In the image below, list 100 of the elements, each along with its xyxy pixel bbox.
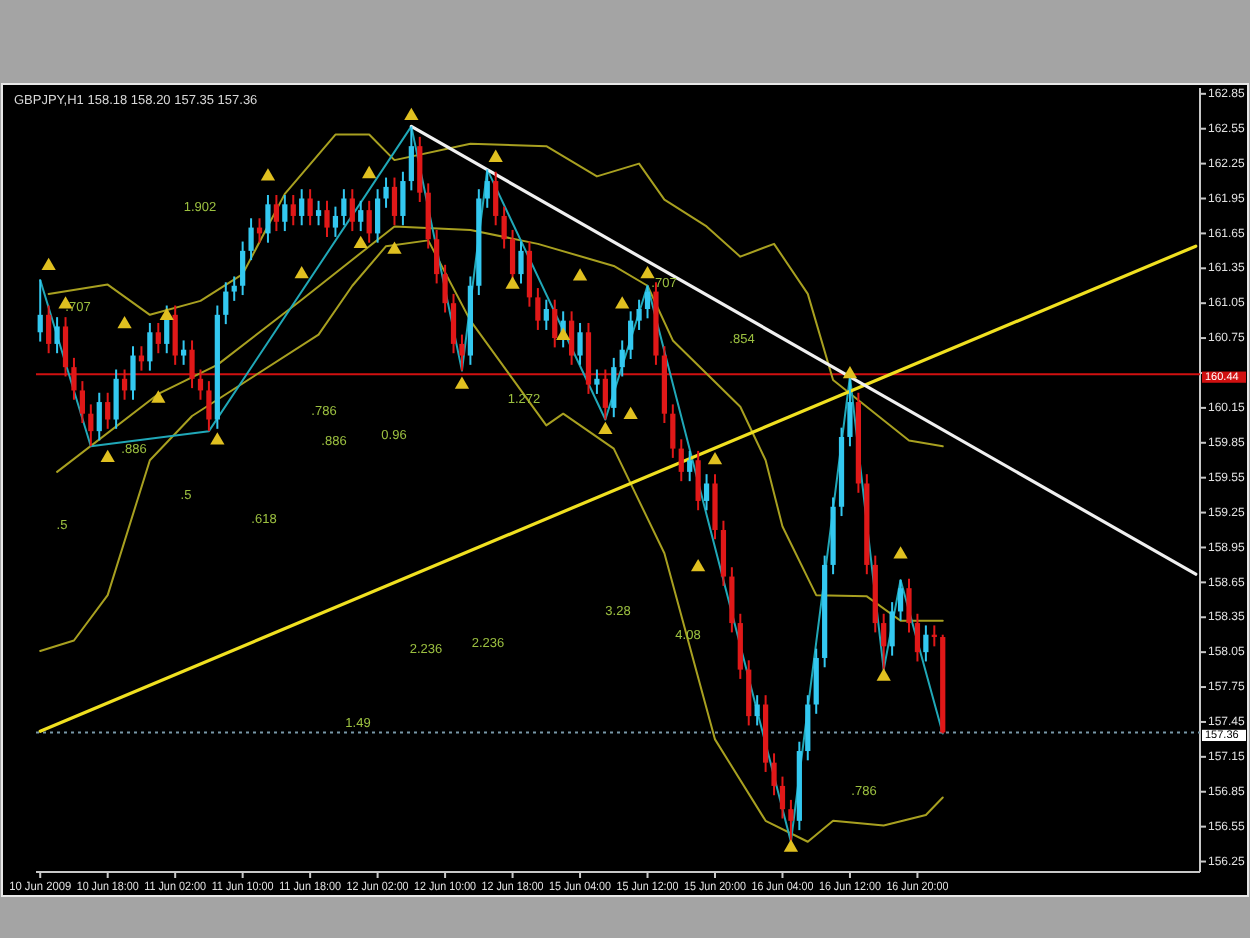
point [454,376,470,389]
candlestick [847,375,853,448]
candlestick [493,170,499,227]
point [210,432,225,445]
candlestick [670,403,676,459]
point [556,327,571,340]
candlestick [172,304,178,366]
candlestick [155,321,161,355]
candlestick [240,240,246,297]
candlestick [180,339,187,366]
candlestick [374,188,381,244]
candlestick [442,263,448,314]
candlestick [54,316,60,355]
candlestick [594,368,600,395]
candlestick [602,368,608,421]
point [783,839,799,852]
candlestick [788,798,794,843]
point [362,165,377,179]
candlestick [628,310,634,361]
candlestick [568,310,575,366]
candlestick [358,199,364,233]
candlestick [535,287,541,331]
candlestick [720,519,727,587]
candlestick [299,188,305,227]
candlestick [37,278,43,343]
candlestick [282,194,288,233]
candlestick [121,368,128,401]
candlestick [315,199,322,227]
candlestick [408,125,414,192]
candlestick [695,449,701,512]
candlestick [273,194,280,233]
candlestick [703,473,710,512]
candlestick [332,205,339,238]
candlestick [417,135,423,203]
point [488,149,503,162]
candlestick [754,694,760,727]
point [294,265,309,279]
candlestick [914,612,921,663]
point [615,296,630,309]
point [640,265,655,279]
candlestick [450,292,457,355]
candlestick [611,356,617,419]
candlestick [71,356,77,401]
point [707,452,723,465]
candlestick [130,345,136,401]
candlestick [897,579,904,622]
point [353,235,368,248]
line-series [56,225,944,622]
point [876,668,891,681]
candlestick [307,188,313,227]
candlestick [543,298,549,331]
candlestick [923,624,929,663]
candlestick [383,176,389,209]
point [598,421,613,435]
point [691,559,706,572]
point [41,257,56,271]
candlestick [737,612,743,680]
candlestick [881,612,887,671]
candlestick [434,228,440,285]
candlestick [105,391,111,430]
candlestick [889,601,895,657]
point [893,546,908,559]
point [387,241,402,254]
candlestick [96,391,102,442]
candlestick [231,275,237,302]
point [117,315,132,329]
candlestick [906,577,912,634]
candlestick [290,194,296,227]
candlestick [400,170,406,227]
candlestick [206,380,212,433]
candlestick [518,240,524,285]
candlestick [619,339,625,378]
candlestick [484,168,490,209]
candlestick [248,217,254,262]
point [260,168,276,181]
candlestick [62,316,69,378]
candlestick [265,194,271,244]
candlestick [813,647,819,715]
candlestick [349,188,355,233]
candlestick [324,199,330,238]
candlestick [552,298,558,349]
candlestick [805,694,811,762]
candlestick [189,339,195,390]
point [572,268,588,281]
point [404,107,419,121]
candlestick [147,321,153,372]
candlestick [779,775,786,820]
candlestick [687,449,693,483]
point [623,406,638,419]
candlestick [197,368,204,401]
candlestick [729,566,735,634]
point [100,449,115,463]
point [842,365,858,379]
point [159,307,174,321]
candlestick [712,473,718,541]
candlestick [501,205,507,250]
candlestick [678,438,684,483]
candlestick [636,298,642,331]
candlestick [526,240,533,308]
candlestick [771,752,777,797]
